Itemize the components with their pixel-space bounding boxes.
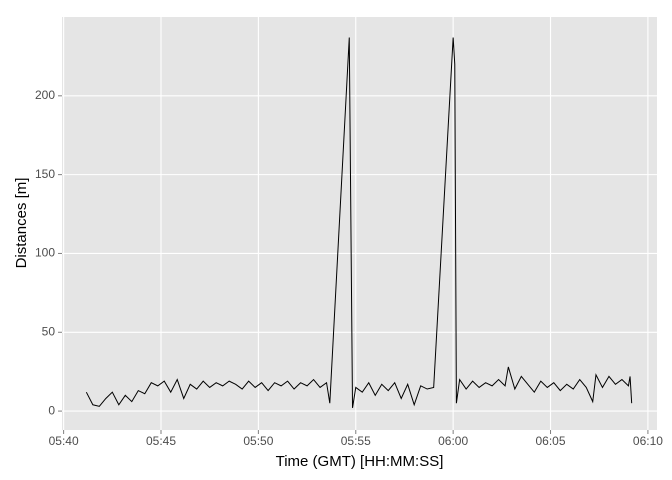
panel bbox=[62, 17, 657, 430]
y-tick-label: 100 bbox=[35, 246, 55, 260]
x-tick-label: 06:10 bbox=[633, 434, 663, 448]
y-tick-label: 0 bbox=[48, 403, 55, 417]
y-tick-label: 50 bbox=[42, 324, 56, 338]
data-line bbox=[85, 37, 633, 409]
y-axis-title: Distances [m] bbox=[13, 178, 30, 269]
x-tick-label: 05:55 bbox=[341, 434, 371, 448]
x-tick-label: 06:05 bbox=[536, 434, 566, 448]
x-tick-label: 05:40 bbox=[49, 434, 79, 448]
y-tick-label: 150 bbox=[35, 167, 55, 181]
x-tick-label: 06:00 bbox=[438, 434, 468, 448]
x-axis-title: Time (GMT) [HH:MM:SS] bbox=[276, 453, 444, 470]
x-tick-label: 05:45 bbox=[146, 434, 176, 448]
y-tick-label: 200 bbox=[35, 88, 55, 102]
x-tick-label: 05:50 bbox=[243, 434, 273, 448]
